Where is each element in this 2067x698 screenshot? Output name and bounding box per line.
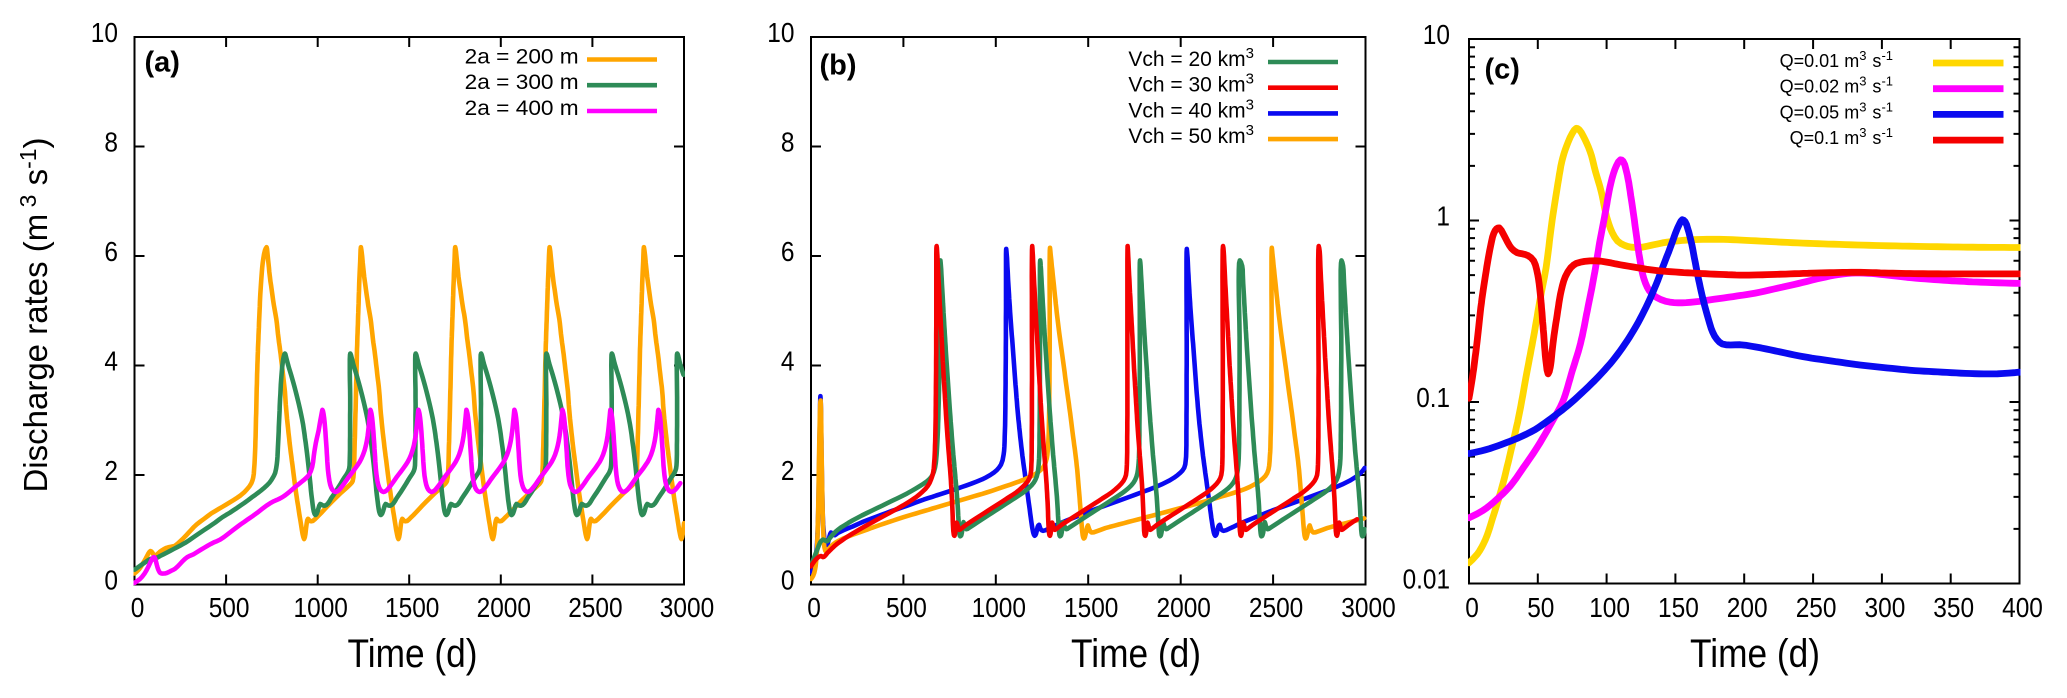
- svg-text:3000: 3000: [1341, 592, 1395, 623]
- svg-text:Time (d): Time (d): [348, 632, 478, 676]
- svg-text:Time (d): Time (d): [1071, 632, 1201, 676]
- svg-text:2: 2: [781, 455, 795, 486]
- svg-text:4: 4: [104, 346, 118, 377]
- svg-text:Vch = 50 km3: Vch = 50 km3: [1128, 122, 1254, 148]
- svg-text:Vch = 30 km3: Vch = 30 km3: [1128, 71, 1254, 97]
- svg-text:Q=0.1 m3 s-1: Q=0.1 m3 s-1: [1790, 125, 1893, 148]
- svg-text:2500: 2500: [568, 592, 622, 623]
- svg-text:Vch = 20 km3: Vch = 20 km3: [1128, 45, 1254, 71]
- svg-text:1: 1: [1436, 201, 1450, 232]
- svg-text:400: 400: [2002, 592, 2043, 623]
- svg-text:500: 500: [886, 592, 927, 623]
- svg-text:0: 0: [1465, 592, 1479, 623]
- svg-text:200: 200: [1727, 592, 1768, 623]
- svg-text:2500: 2500: [1249, 592, 1303, 623]
- svg-text:1500: 1500: [1064, 592, 1118, 623]
- svg-text:2: 2: [104, 455, 118, 486]
- svg-text:10: 10: [91, 17, 118, 48]
- svg-text:0: 0: [807, 592, 821, 623]
- svg-text:300: 300: [1865, 592, 1906, 623]
- svg-text:6: 6: [104, 236, 118, 267]
- svg-text:2a = 200 m: 2a = 200 m: [465, 46, 579, 69]
- svg-text:8: 8: [104, 127, 118, 158]
- svg-text:Q=0.05 m3 s-1: Q=0.05 m3 s-1: [1780, 99, 1893, 122]
- svg-text:1000: 1000: [294, 592, 348, 623]
- svg-text:(b): (b): [820, 50, 857, 82]
- svg-text:(c): (c): [1485, 54, 1520, 86]
- svg-text:10: 10: [1423, 19, 1450, 50]
- svg-text:Vch = 40 km3: Vch = 40 km3: [1128, 96, 1254, 122]
- svg-text:500: 500: [209, 592, 250, 623]
- svg-text:2000: 2000: [1157, 592, 1211, 623]
- svg-text:0: 0: [781, 565, 795, 596]
- svg-text:0.1: 0.1: [1416, 382, 1450, 413]
- svg-text:150: 150: [1658, 592, 1699, 623]
- svg-text:1500: 1500: [385, 592, 439, 623]
- svg-text:250: 250: [1796, 592, 1837, 623]
- svg-text:(a): (a): [145, 47, 180, 79]
- svg-text:6: 6: [781, 236, 795, 267]
- svg-text:4: 4: [781, 346, 795, 377]
- svg-text:3000: 3000: [660, 592, 714, 623]
- svg-text:2a = 400 m: 2a = 400 m: [465, 97, 579, 120]
- svg-text:0: 0: [104, 565, 118, 596]
- svg-text:350: 350: [1933, 592, 1974, 623]
- svg-text:Q=0.02 m3 s-1: Q=0.02 m3 s-1: [1780, 74, 1893, 97]
- svg-text:0.01: 0.01: [1403, 564, 1450, 595]
- svg-text:Time (d): Time (d): [1690, 632, 1820, 676]
- svg-text:8: 8: [781, 127, 795, 158]
- svg-text:2a = 300 m: 2a = 300 m: [465, 71, 579, 94]
- svg-text:1000: 1000: [972, 592, 1026, 623]
- svg-text:Discharge rates (m 3 s-1): Discharge rates (m 3 s-1): [15, 137, 54, 492]
- svg-text:100: 100: [1589, 592, 1630, 623]
- svg-text:0: 0: [131, 592, 145, 623]
- svg-text:Q=0.01 m3 s-1: Q=0.01 m3 s-1: [1780, 48, 1893, 71]
- svg-text:2000: 2000: [477, 592, 531, 623]
- svg-text:50: 50: [1527, 592, 1554, 623]
- svg-text:10: 10: [767, 17, 794, 48]
